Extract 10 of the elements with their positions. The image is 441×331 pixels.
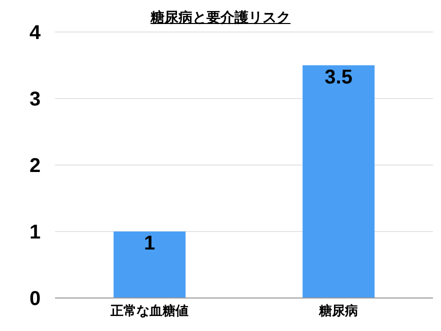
- y-tick-label: 2: [29, 155, 41, 178]
- data-label: 1: [144, 232, 156, 255]
- y-tick-label: 4: [29, 22, 42, 44]
- y-tick-label: 0: [29, 288, 41, 310]
- y-tick-label: 1: [29, 222, 41, 244]
- x-tick-label: 糖尿病: [318, 303, 358, 318]
- chart-title: 糖尿病と要介護リスク: [150, 9, 290, 25]
- data-label: 3.5: [324, 66, 352, 88]
- x-tick-label: 正常な血糖値: [110, 303, 188, 318]
- y-tick-label: 3: [29, 88, 41, 111]
